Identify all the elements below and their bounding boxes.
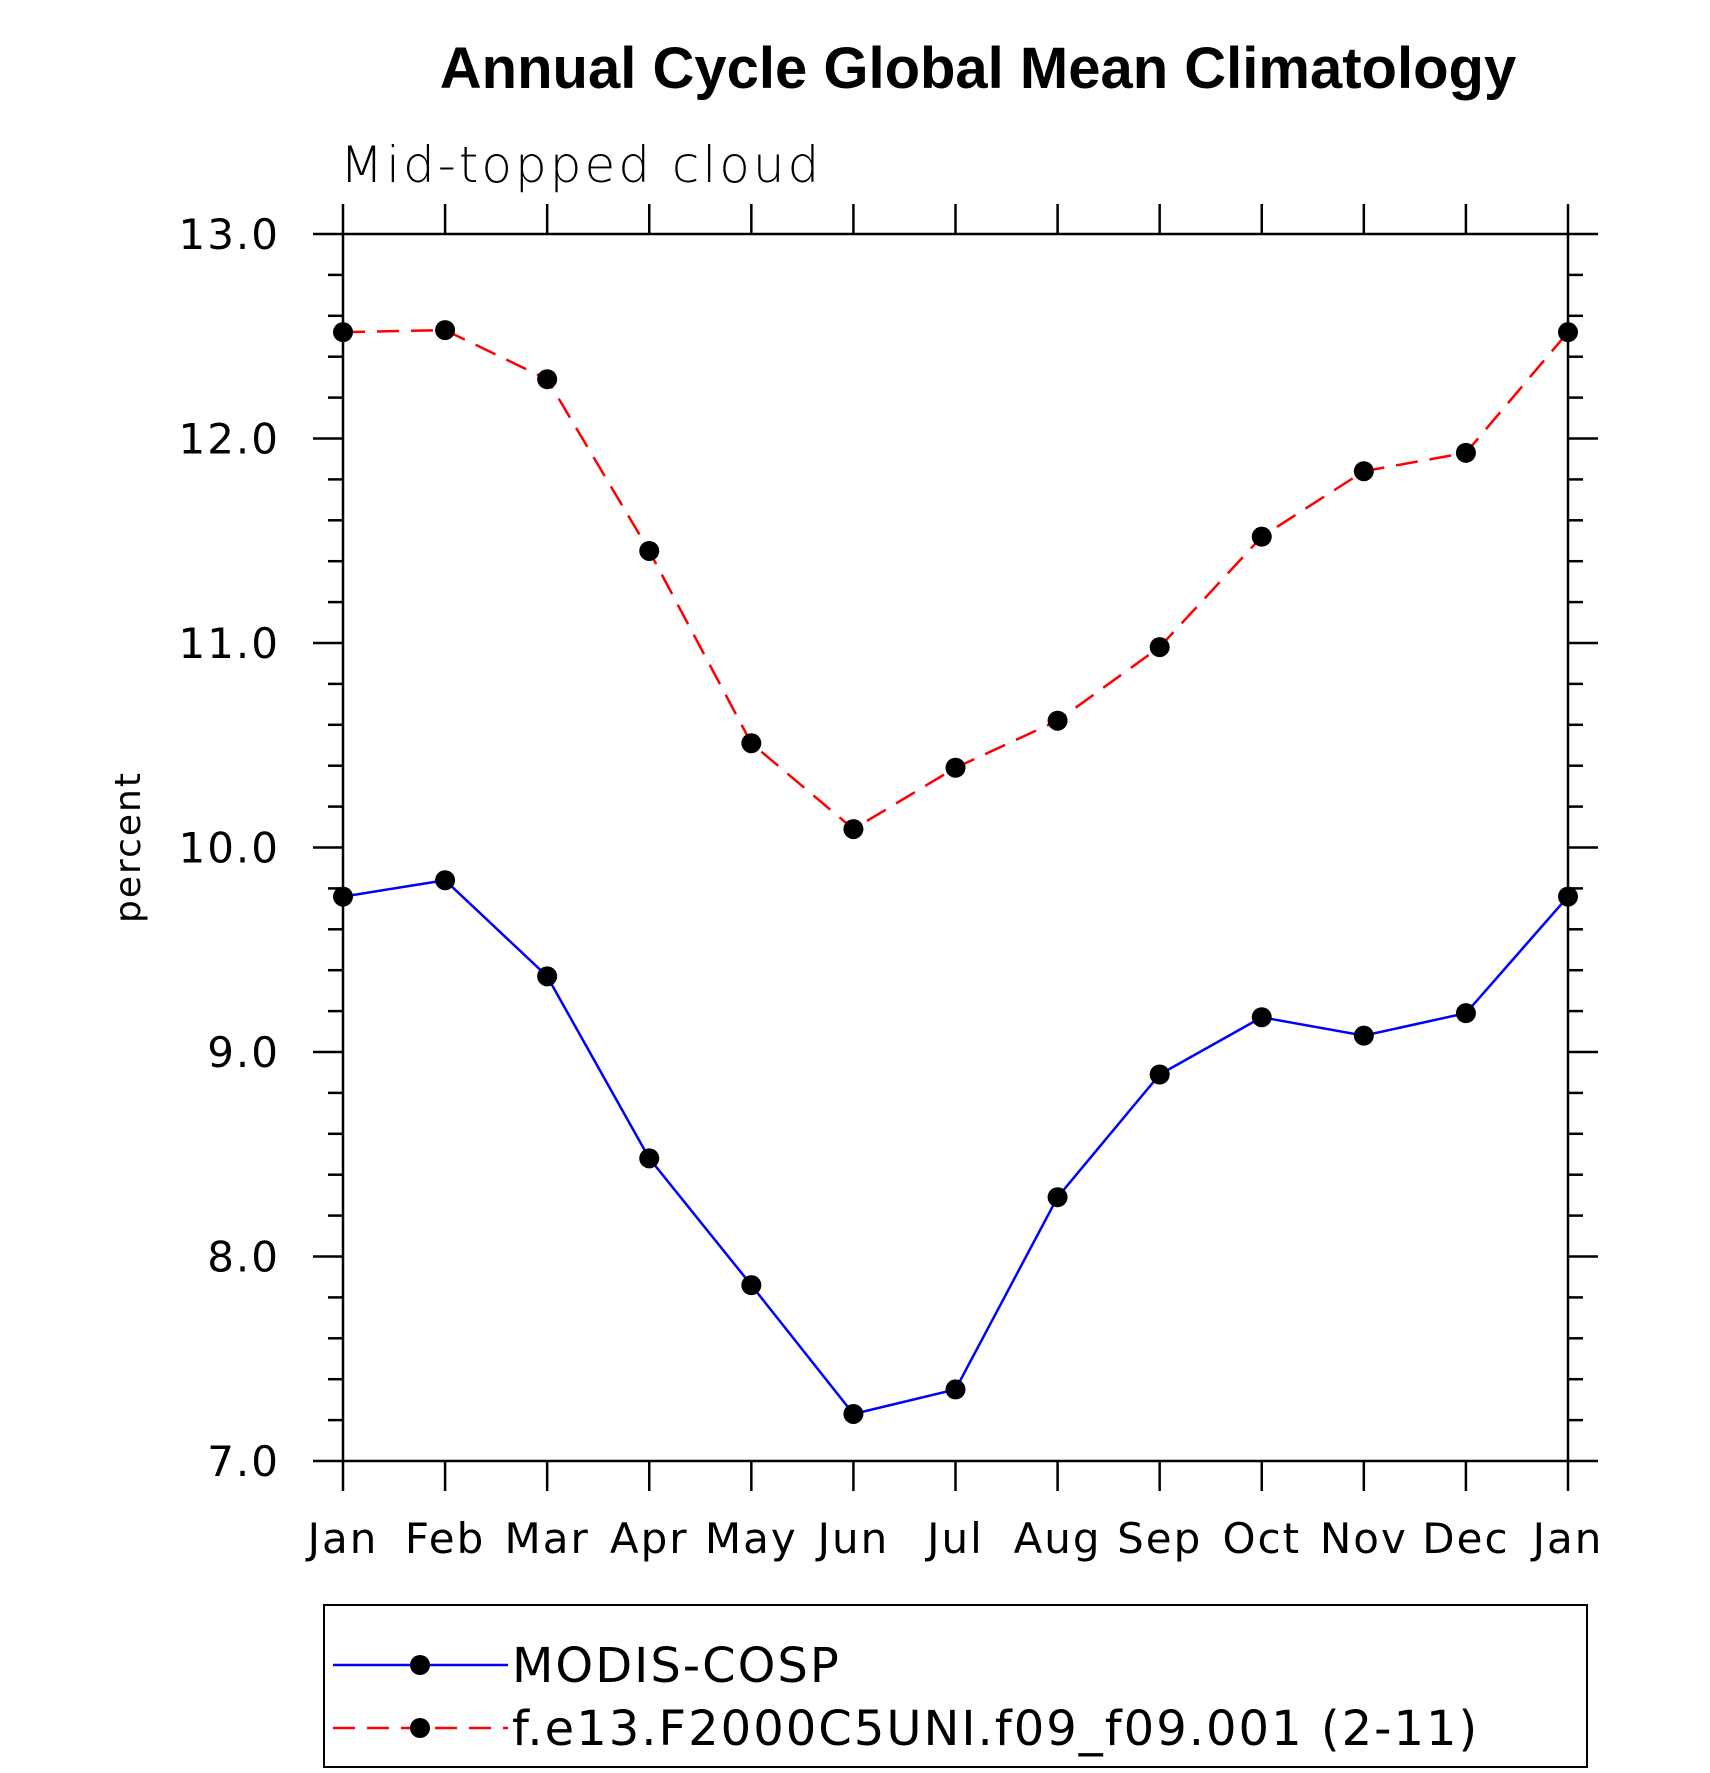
y-tick-label: 9.0 <box>207 1028 280 1077</box>
plot-frame <box>341 232 1570 1463</box>
x-tick-label: Jun <box>815 1514 890 1563</box>
y-tick-labels: 7.0 8.0 9.0 10.0 11.0 12.0 13.0 <box>178 210 280 1486</box>
series-2-point <box>741 733 762 754</box>
x-tick-label: Feb <box>405 1514 485 1563</box>
legend: MODIS-COSP f.e13.F2000C5UNI.f09_f09.001 (… <box>323 1604 1588 1768</box>
legend-entries: MODIS-COSP f.e13.F2000C5UNI.f09_f09.001 (… <box>333 1638 1479 1757</box>
series-1-point <box>1353 1025 1374 1046</box>
legend-marker-2 <box>410 1718 430 1738</box>
chart-title: Annual Cycle Global Mean Climatology <box>440 36 1516 101</box>
series-1-point <box>945 1379 966 1400</box>
series-2-point <box>1558 322 1578 343</box>
series-1-point <box>333 886 353 907</box>
x-tick-label: Jul <box>924 1514 984 1563</box>
x-tick-label: Nov <box>1320 1514 1408 1563</box>
series-1-point <box>741 1275 762 1296</box>
x-tick-labels: Jan Feb Mar Apr May Jun Jul Aug Sep Oct Nov Dec Jan <box>305 1514 1604 1563</box>
x-tick-label: May <box>705 1514 798 1563</box>
y-tick-label: 12.0 <box>178 415 280 464</box>
series-layer <box>333 320 1578 1424</box>
x-tick-label: Dec <box>1422 1514 1509 1563</box>
series-2-point <box>843 819 864 840</box>
plot-border <box>341 232 1570 1463</box>
legend-box <box>323 1604 1588 1768</box>
series-1-point <box>1455 1003 1476 1024</box>
series-1-point <box>1149 1064 1170 1085</box>
y-tick-label: 8.0 <box>207 1233 280 1282</box>
y-tick-label: 10.0 <box>178 824 280 873</box>
series-2-point <box>435 320 456 341</box>
legend-label-2: f.e13.F2000C5UNI.f09_f09.001 (2-11) <box>512 1701 1479 1757</box>
legend-label-1: MODIS-COSP <box>512 1638 841 1694</box>
series-2-point <box>639 540 660 561</box>
series-2-point <box>1251 526 1272 547</box>
y-axis-label: percent <box>108 771 149 923</box>
x-tick-label: Aug <box>1014 1514 1102 1563</box>
series-2-point <box>1047 710 1068 731</box>
chart-subtitle: Mid-topped cloud <box>340 136 822 194</box>
series-1-point <box>1251 1007 1272 1028</box>
x-tick-label: Apr <box>610 1514 689 1563</box>
y-tick-label: 7.0 <box>207 1437 280 1486</box>
series-1-point <box>1558 886 1578 907</box>
y-tick-label: 13.0 <box>178 210 280 259</box>
axis-ticks <box>313 204 1598 1491</box>
legend-marker-1 <box>410 1655 430 1675</box>
series-1-point <box>435 870 456 891</box>
series-2-point <box>537 369 558 390</box>
series-line-1 <box>342 878 1569 1416</box>
series-1-point <box>1047 1187 1068 1208</box>
y-tick-label: 11.0 <box>178 619 280 668</box>
x-tick-label: Oct <box>1222 1514 1301 1563</box>
series-1-point <box>537 966 558 987</box>
series-2-point <box>1149 637 1170 658</box>
series-2-point <box>1455 442 1476 463</box>
series-2-point <box>333 322 353 343</box>
x-tick-label: Mar <box>505 1514 590 1563</box>
series-line-2 <box>342 328 1569 831</box>
series-1-point <box>639 1148 660 1169</box>
x-tick-label: Jan <box>305 1514 379 1563</box>
x-tick-label: Sep <box>1117 1514 1202 1563</box>
x-tick-label: Jan <box>1530 1514 1604 1563</box>
series-2-point <box>1353 461 1374 482</box>
series-1-point <box>843 1403 864 1424</box>
series-2-point <box>945 757 966 778</box>
